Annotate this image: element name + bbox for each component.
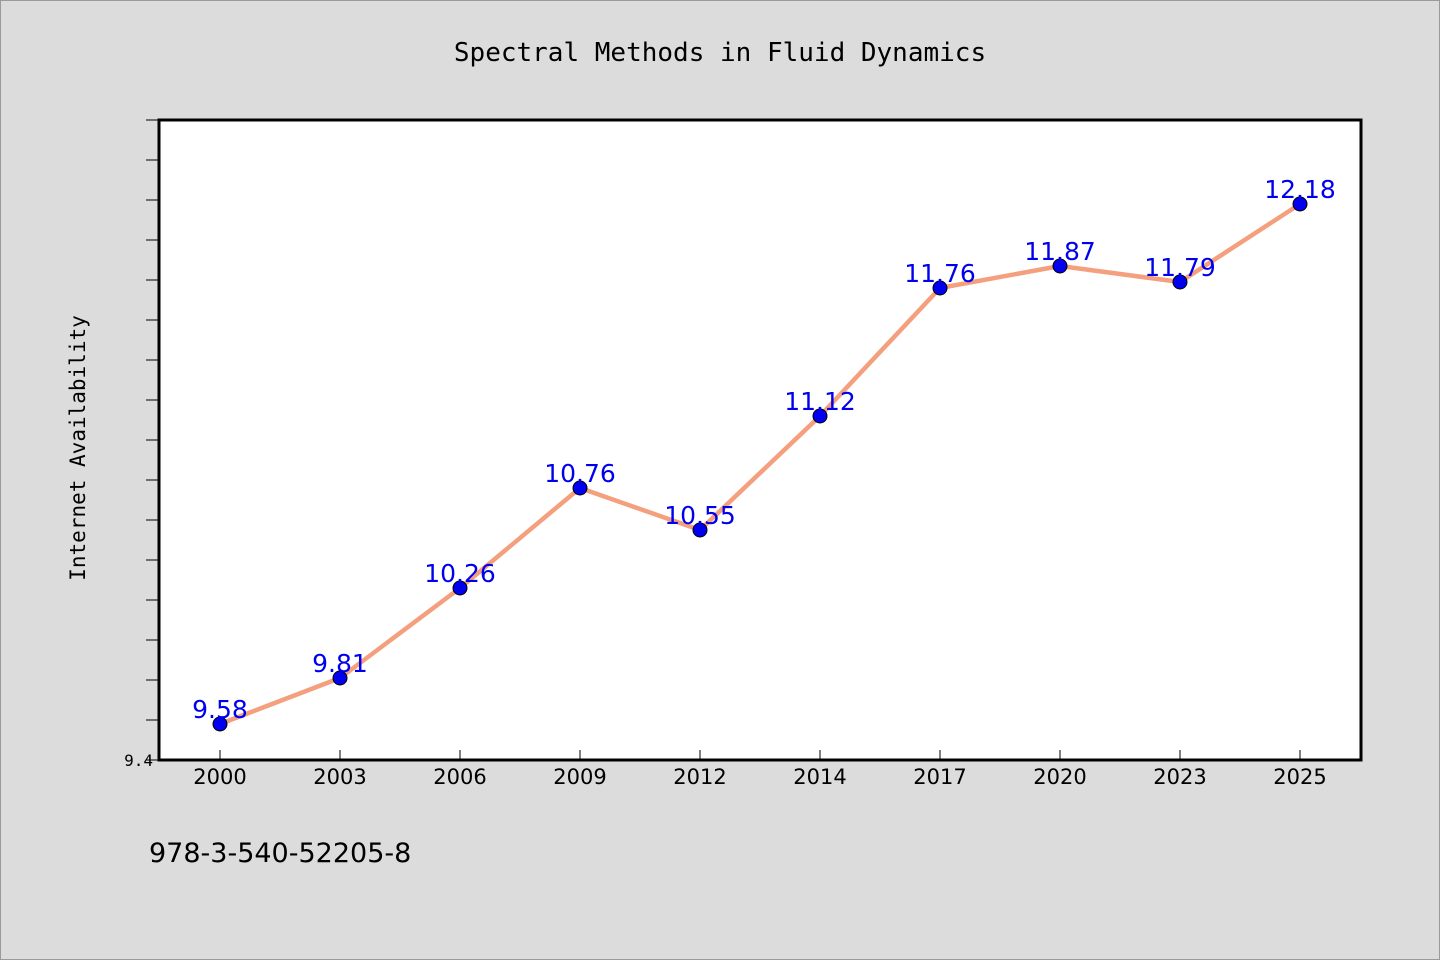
x-tick-label: 2023 [1153,765,1206,789]
data-point [1172,274,1188,290]
x-tick-label: 2000 [193,765,246,789]
data-point [1292,196,1308,212]
chart-title: Spectral Methods in Fluid Dynamics [454,38,986,68]
data-label: 11.87 [1024,237,1096,266]
x-tick-label: 2017 [913,765,966,789]
isbn-footer: 978-3-540-52205-8 [149,838,411,869]
x-tick-label: 2006 [433,765,486,789]
y-axis-label: Internet Availability [66,315,90,581]
x-tick-label: 2009 [553,765,606,789]
data-point [1052,258,1068,274]
x-tick-label: 2020 [1033,765,1086,789]
data-label: 10.76 [544,459,616,488]
data-label: 10.55 [664,501,736,530]
data-label: 12.18 [1264,175,1336,204]
y-axis-ticks: 9.4 [124,119,159,770]
data-point [812,408,828,424]
data-point [212,716,228,732]
data-markers [212,196,1308,732]
data-point [932,280,948,296]
data-label: 11.79 [1144,253,1216,282]
data-point [572,480,588,496]
data-labels: 9.58 9.81 10.26 10.76 10.55 11.12 11.76 11.87 11… [192,175,1336,724]
y-tick-label: 9.4 [124,751,153,770]
x-axis-ticks: 2000 2003 2006 2009 2012 2014 2017 2020 2023 2025 [193,750,1327,789]
plot-area [157,118,1363,762]
data-label: 11.12 [784,387,856,416]
data-label: 10.26 [424,559,496,588]
data-label: 9.81 [312,649,368,678]
x-tick-label: 2025 [1273,765,1326,789]
x-tick-label: 2012 [673,765,726,789]
x-tick-label: 2003 [313,765,366,789]
series-line [217,201,1303,727]
data-point [692,522,708,538]
data-point [332,670,348,686]
data-point [452,580,468,596]
x-tick-label: 2014 [793,765,846,789]
data-label: 9.58 [192,695,248,724]
data-label: 11.76 [904,259,976,288]
